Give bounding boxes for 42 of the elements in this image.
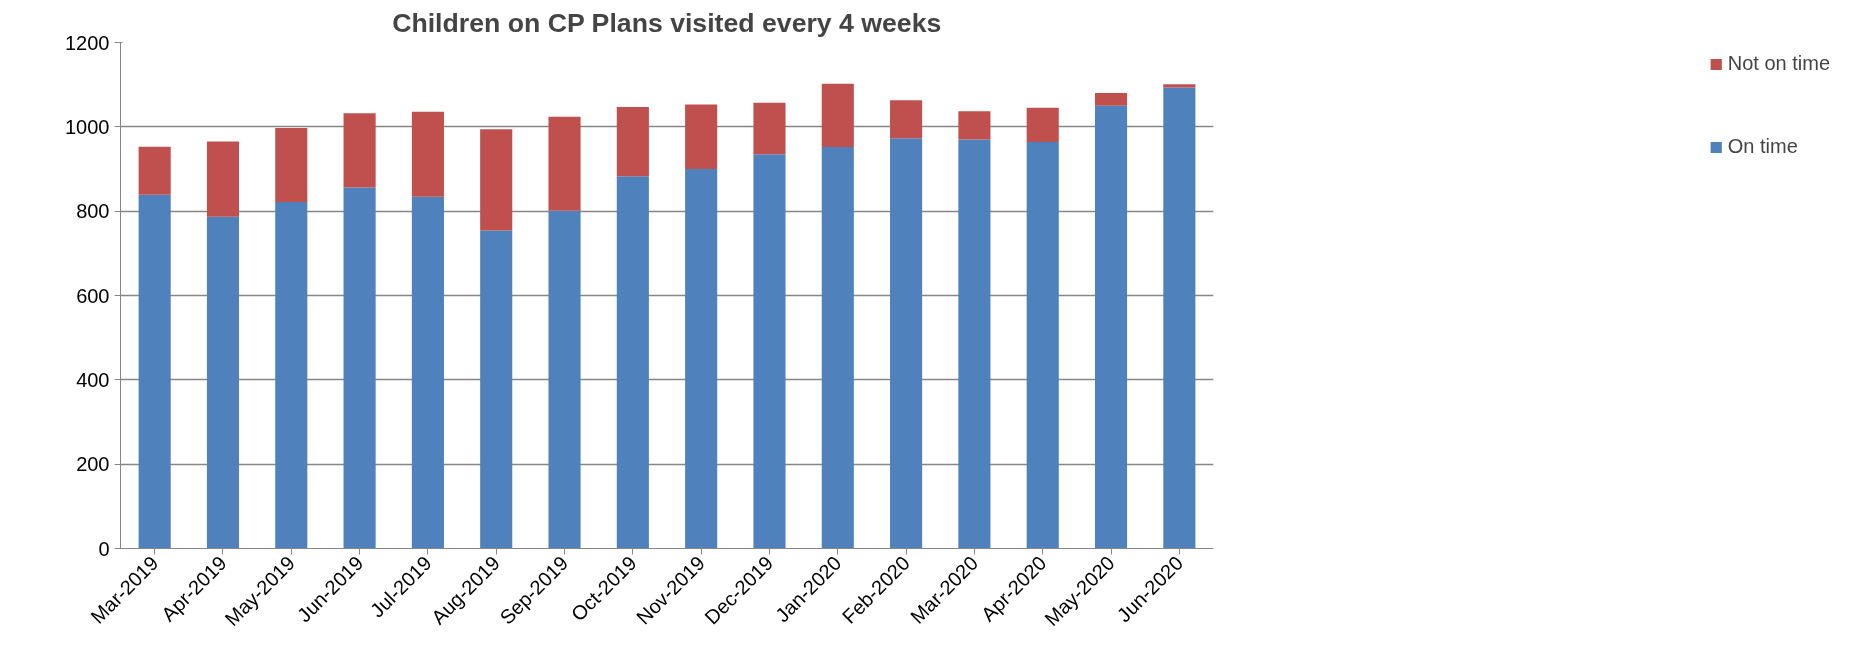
bar xyxy=(753,102,786,155)
bar xyxy=(616,107,649,177)
bar xyxy=(890,100,923,139)
y-tick-label: 200 xyxy=(76,453,110,476)
bar xyxy=(411,196,444,549)
bar xyxy=(685,169,718,549)
bar xyxy=(958,139,991,549)
chart-title: Children on CP Plans visited every 4 weeks xyxy=(392,7,942,38)
bar xyxy=(343,113,376,188)
y-tick-label: 1200 xyxy=(65,31,110,54)
bar xyxy=(1094,93,1128,106)
bar xyxy=(616,176,649,549)
bar xyxy=(1163,84,1196,88)
bar xyxy=(958,111,991,140)
bar xyxy=(1163,87,1196,549)
bar xyxy=(411,111,444,197)
bar xyxy=(1026,142,1059,549)
bar xyxy=(480,129,513,231)
bar xyxy=(343,187,376,549)
bar xyxy=(685,104,718,169)
bar xyxy=(275,128,308,202)
y-tick-label: 0 xyxy=(98,537,110,560)
bar xyxy=(480,230,513,549)
bar xyxy=(138,194,171,549)
bar xyxy=(548,210,581,549)
legend-label: On time xyxy=(1727,135,1798,158)
bar xyxy=(548,116,581,211)
y-tick-label: 1000 xyxy=(65,115,110,138)
y-tick-label: 600 xyxy=(76,284,110,307)
bar xyxy=(138,146,171,195)
y-tick-label: 400 xyxy=(76,368,110,391)
bar xyxy=(206,216,240,549)
legend-label: Not on time xyxy=(1727,52,1830,75)
bar xyxy=(206,141,240,217)
bar xyxy=(821,83,854,148)
bar xyxy=(890,138,923,549)
bar xyxy=(821,147,854,549)
bar xyxy=(1094,105,1128,549)
bar xyxy=(753,154,786,549)
y-tick-label: 800 xyxy=(76,200,110,223)
bar xyxy=(1026,107,1059,143)
bar xyxy=(275,201,308,549)
